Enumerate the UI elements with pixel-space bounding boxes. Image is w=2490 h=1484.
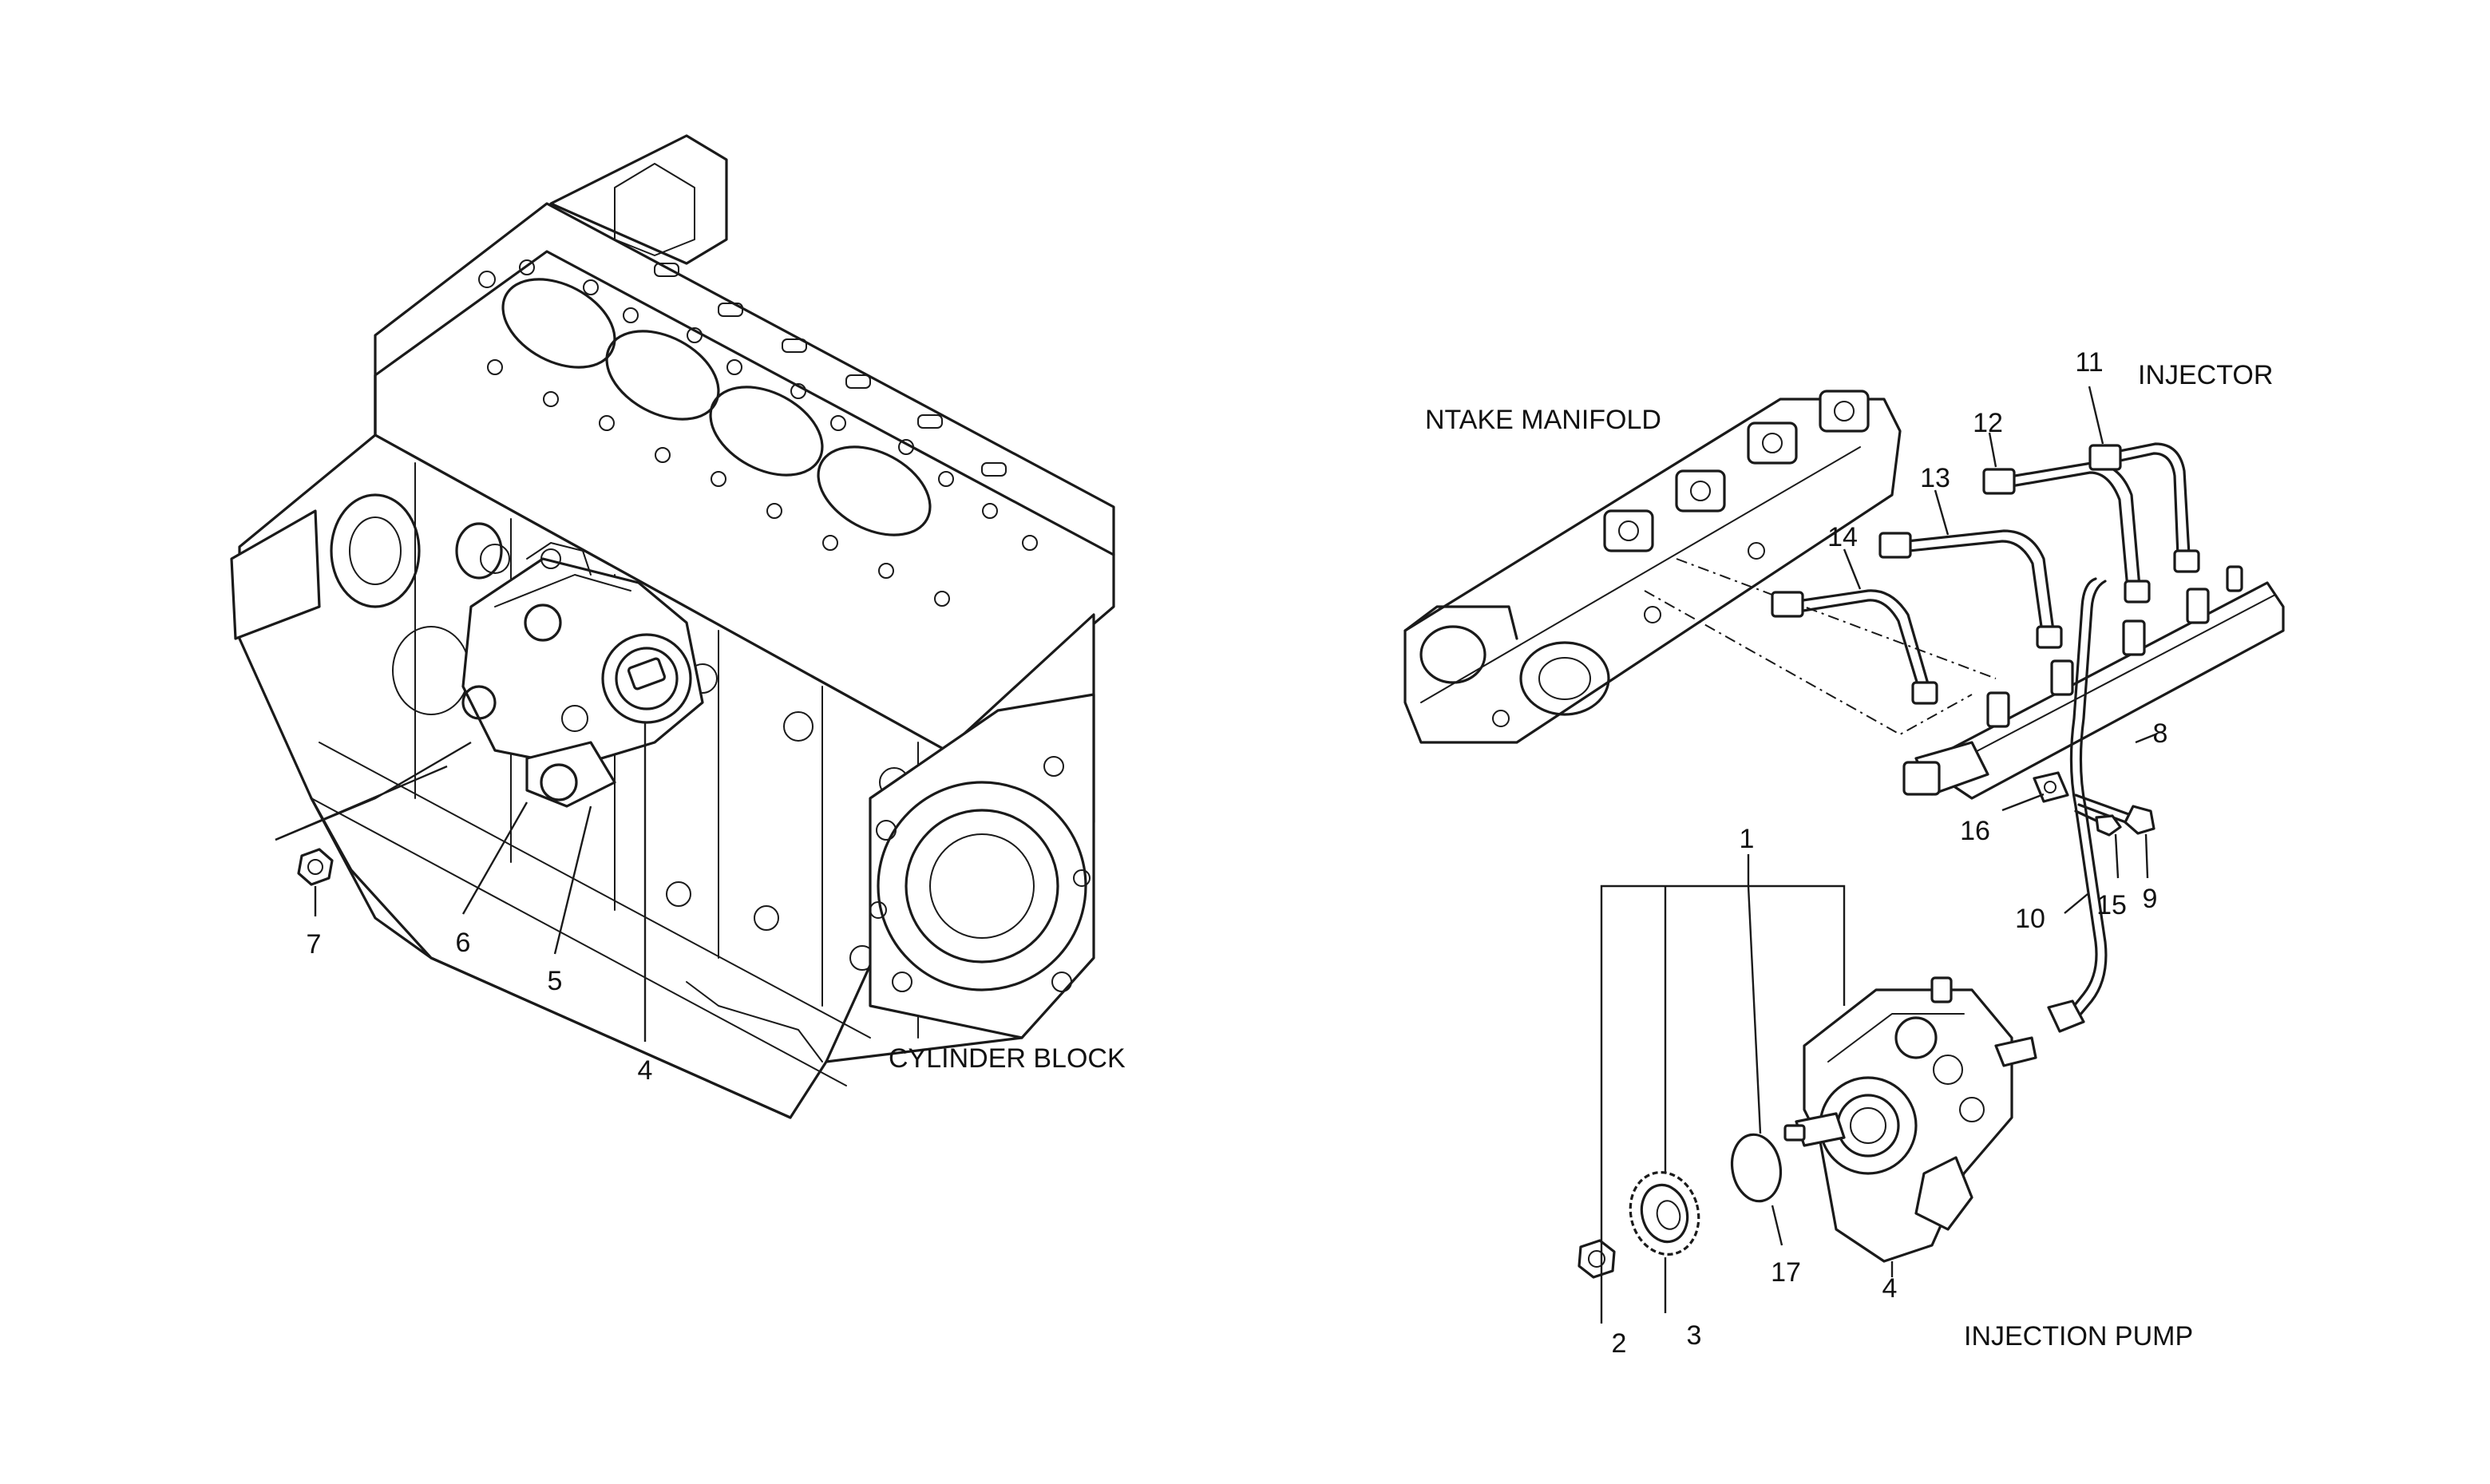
callout-5: 5 xyxy=(548,966,563,996)
callout-17: 17 xyxy=(1771,1257,1801,1288)
callout-9: 9 xyxy=(2143,884,2158,914)
callout-1: 1 xyxy=(1740,824,1755,854)
callout-13: 13 xyxy=(1920,463,1950,493)
caption-injection-pump: INJECTION PUMP xyxy=(1964,1321,2193,1351)
callout-16: 16 xyxy=(1960,816,1990,846)
callout-14: 14 xyxy=(1827,522,1858,552)
mounted-injection-pump-drawing xyxy=(461,542,704,808)
common-rail-drawing xyxy=(1902,565,2285,803)
caption-cylinder-block: CYLINDER BLOCK xyxy=(889,1043,1126,1074)
cylinder-block-drawing xyxy=(230,134,1115,1119)
nut-7-drawing xyxy=(297,848,334,886)
callout-4-left: 4 xyxy=(638,1055,653,1086)
callout-3: 3 xyxy=(1687,1320,1702,1351)
injection-pump-drawing xyxy=(1783,976,2037,1263)
pipe-10-drawing xyxy=(2047,577,2108,1033)
callout-2: 2 xyxy=(1612,1328,1627,1359)
manifold-centerline-2 xyxy=(1676,558,1997,679)
nut-2-drawing xyxy=(1578,1239,1616,1279)
caption-intake-manifold: NTAKE MANIFOLD xyxy=(1425,405,1661,435)
o-ring-17-drawing xyxy=(1730,1133,1783,1203)
gear-3-drawing xyxy=(1629,1171,1700,1256)
callout-11: 11 xyxy=(2075,347,2103,378)
callout-8: 8 xyxy=(2153,718,2168,749)
callout-4-right: 4 xyxy=(1882,1273,1898,1304)
callout-6: 6 xyxy=(456,928,471,958)
left-leader-lines xyxy=(275,722,647,1042)
callout-15: 15 xyxy=(2096,890,2127,920)
bolts-9-15-drawing xyxy=(2074,793,2155,837)
callout-10: 10 xyxy=(2015,904,2045,934)
manifold-centerline xyxy=(1644,590,1973,736)
right-leader-lines xyxy=(1600,386,2156,1324)
callout-12: 12 xyxy=(1973,408,2003,438)
caption-injector: INJECTOR xyxy=(2138,360,2273,390)
callout-7: 7 xyxy=(307,929,322,960)
injector-pipes-drawing xyxy=(1771,442,2200,705)
intake-manifold-drawing xyxy=(1403,390,1902,744)
